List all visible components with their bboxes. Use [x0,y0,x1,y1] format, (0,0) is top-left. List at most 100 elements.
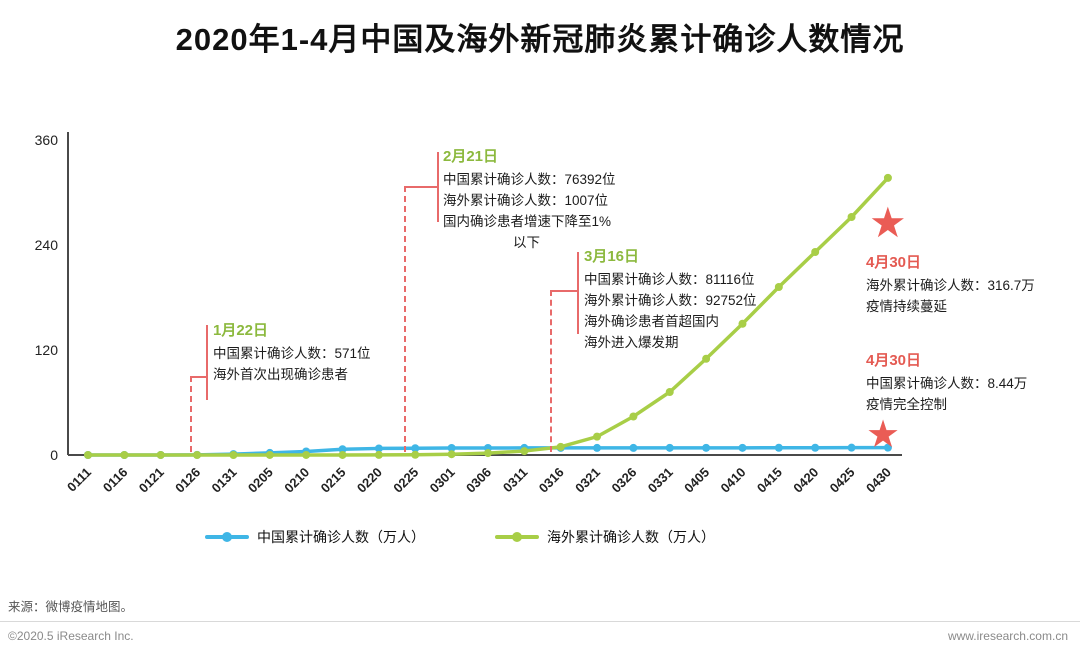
data-point [411,444,420,453]
x-tick-label: 0126 [172,465,203,496]
line-dot-swatch-icon [205,532,249,542]
legend-item-china: 中国累计确诊人数（万人） [205,527,425,547]
data-point [883,443,892,452]
x-tick-label: 0425 [827,465,858,496]
annotation-mar16-connector [550,290,577,292]
data-point [738,443,747,452]
data-point [593,432,602,441]
annotation-text: 海外首次出现确诊患者 [213,367,348,382]
x-tick-label: 0410 [718,465,749,496]
data-point [629,412,638,421]
annotation-feb21-connector [404,186,437,188]
x-tick-label: 0415 [754,465,785,496]
annotation-jan22: 1月22日 中国累计确诊人数：571位 海外首次出现确诊患者 [213,320,378,385]
data-point [702,354,711,363]
data-point [374,450,383,459]
data-point [847,443,856,452]
x-tick-label: 0306 [463,465,494,496]
annotation-jan22-bracket [206,325,208,400]
annotation-text: 海外累计确诊人数：316.7万 [866,278,1035,293]
data-point [229,450,238,459]
data-point [411,450,420,459]
annotation-text: 中国累计确诊人数：8.44万 [866,376,1028,391]
data-point [629,443,638,452]
x-tick-label: 0205 [245,465,276,496]
x-tick-label: 0220 [354,465,385,496]
data-point [193,451,202,459]
annotation-date: 3月16日 [584,248,640,265]
y-tick-label: 240 [35,237,59,253]
x-tick-label: 0311 [500,465,531,496]
data-point [774,443,783,452]
data-point [774,283,783,291]
x-tick-label: 0326 [608,465,639,496]
x-tick-label: 0301 [427,465,458,496]
star-icon: ★ [866,414,901,456]
annotation-apr30-china: 4月30日 中国累计确诊人数：8.44万 疫情完全控制 [866,350,1076,415]
annotation-text: 以下 [513,235,540,250]
annotation-mar16-bracket [577,252,579,334]
x-tick-label: 0210 [281,465,312,496]
legend-item-overseas: 海外累计确诊人数（万人） [495,527,715,547]
data-point [338,450,347,459]
data-point [556,442,565,451]
x-tick-label: 0225 [390,465,421,496]
x-tick-label: 0316 [536,465,567,496]
footer-divider [0,621,1080,622]
data-point [265,450,274,459]
y-tick-label: 120 [35,342,59,358]
copyright-text: ©2020.5 iResearch Inc. [8,629,134,643]
data-point [738,319,747,328]
x-tick-label: 0131 [209,465,240,496]
x-tick-label: 0331 [645,465,676,496]
data-point [447,450,456,459]
x-tick-label: 0111 [64,465,94,495]
data-point [338,445,347,454]
x-tick-label: 0321 [572,465,603,496]
legend-label: 海外累计确诊人数（万人） [547,529,715,545]
data-point [702,443,711,452]
annotation-date: 1月22日 [213,322,269,339]
data-point [302,450,311,459]
annotation-text: 国内确诊患者增速下降至1% [443,214,612,229]
data-point [520,447,529,456]
x-tick-label: 0116 [100,465,131,496]
chart-legend: 中国累计确诊人数（万人） 海外累计确诊人数（万人） [0,527,920,547]
annotation-date: 4月30日 [866,352,922,369]
annotation-text: 海外确诊患者首超国内 [584,314,719,329]
x-tick-label: 0430 [863,465,894,496]
data-point [665,443,674,452]
data-point [84,451,92,459]
annotation-feb21-bracket [437,152,439,222]
x-tick-label: 0215 [318,465,349,496]
data-point [120,451,129,459]
annotation-feb21-dashed-line [404,186,406,452]
annotation-text: 海外累计确诊人数：92752位 [584,293,757,308]
website-text: www.iresearch.com.cn [947,629,1068,643]
annotation-text: 中国累计确诊人数：76392位 [443,172,616,187]
x-tick-label: 0121 [136,465,167,496]
data-point [811,248,820,256]
y-tick-label: 360 [35,132,59,148]
data-point [593,443,602,452]
line-dot-swatch-icon [495,532,539,542]
annotation-mar16: 3月16日 中国累计确诊人数：81116位 海外累计确诊人数：92752位 海外… [584,246,814,353]
annotation-text: 海外累计确诊人数：1007位 [443,193,609,208]
annotation-text: 中国累计确诊人数：571位 [213,346,371,361]
star-icon: ★ [869,199,907,246]
x-tick-label: 0420 [790,465,821,496]
data-point [374,444,383,453]
data-point [883,173,892,182]
annotation-feb21: 2月21日 中国累计确诊人数：76392位 海外累计确诊人数：1007位 国内确… [443,146,668,253]
data-point [156,451,165,459]
annotation-jan22-dashed-line [190,376,192,452]
annotation-date: 4月30日 [866,254,922,271]
annotation-mar16-dashed-line [550,290,552,452]
annotation-text: 中国累计确诊人数：81116位 [584,272,755,287]
data-point [483,449,492,458]
annotation-date: 2月21日 [443,148,499,165]
data-point [665,388,674,396]
legend-label: 中国累计确诊人数（万人） [257,529,425,545]
